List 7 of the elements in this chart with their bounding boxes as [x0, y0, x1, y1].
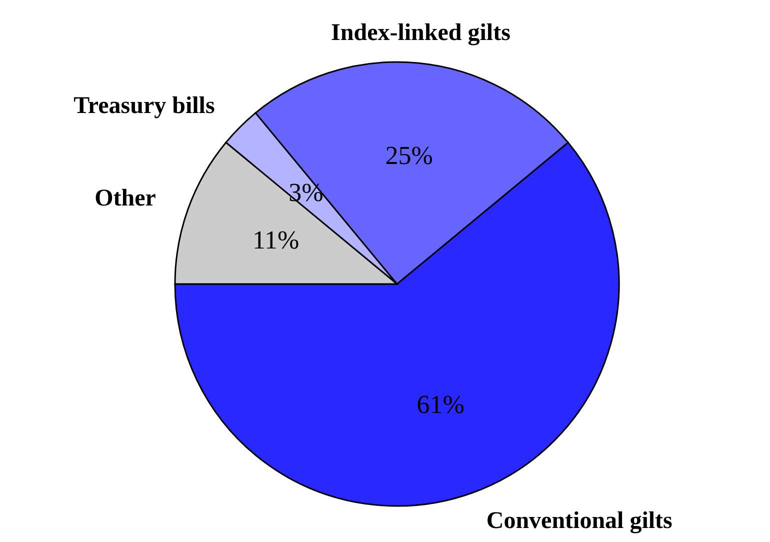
slice-label: Index-linked gilts [331, 20, 510, 46]
data-label: 11% [252, 225, 300, 254]
slice-label: Conventional gilts [486, 508, 672, 534]
data-label: 25% [385, 140, 433, 170]
data-label: 61% [416, 390, 464, 420]
slice-label: Other [94, 186, 156, 212]
slice-label: Treasury bills [74, 92, 215, 119]
